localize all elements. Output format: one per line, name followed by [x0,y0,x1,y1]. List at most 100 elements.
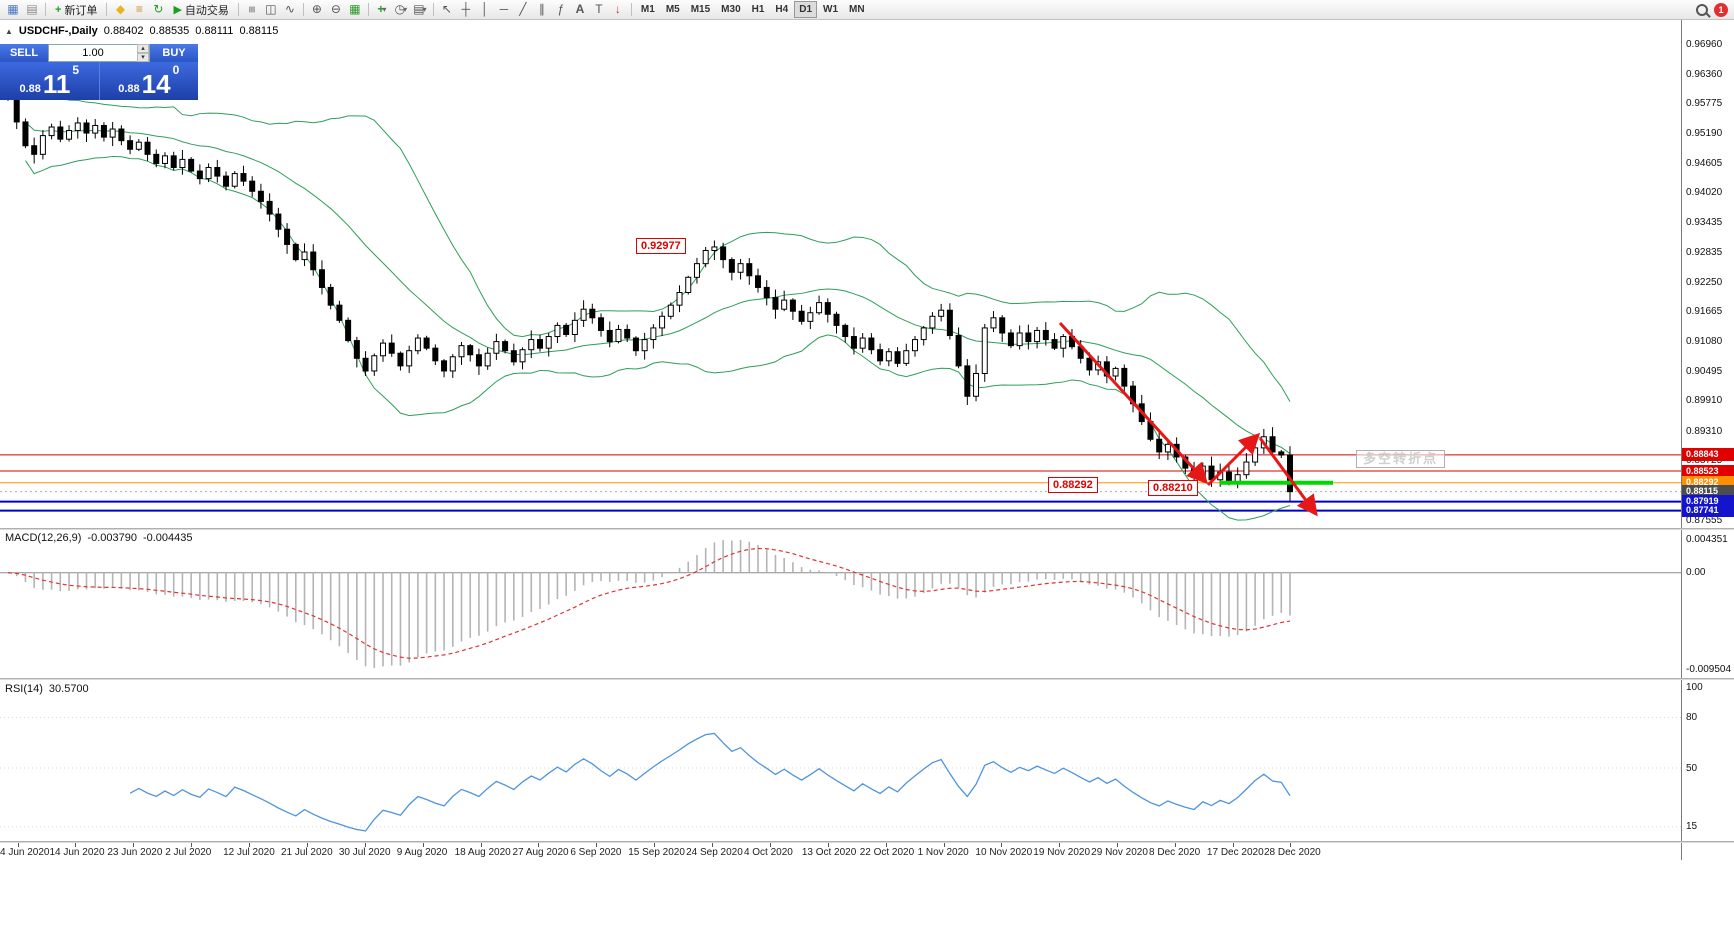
price-axis-label: 0.90495 [1686,365,1723,377]
periods-button[interactable]: ◷ ▾ [394,2,408,16]
rsi-panel[interactable] [0,680,1681,841]
symbol-name: USDCHF-,Daily [18,25,98,37]
toolbar-separator [45,3,46,16]
chart-window-icon[interactable]: ▲ [5,26,13,36]
time-tick [1232,843,1234,847]
time-tick [1290,843,1291,847]
time-tick [712,843,714,847]
buy-button[interactable]: BUY [150,44,198,62]
macd-panel[interactable] [0,530,1681,678]
toolbar-separator [630,3,632,16]
time-tick [1059,843,1061,847]
timeframe-m1[interactable]: M1 [640,4,655,15]
zoom-out-icon[interactable]: ⊖ [330,2,341,16]
horizontal-line-icon[interactable]: ─ [499,2,509,16]
timeframe-m15[interactable]: M15 [690,4,711,15]
timeframe-m5[interactable]: M5 [665,4,680,15]
timeframe-d1[interactable]: D1 [794,1,818,18]
date-label: 30 Jul 2020 [338,847,391,858]
time-tick [75,843,77,847]
timeframe-h1[interactable]: H1 [751,4,765,15]
mql-market-icon[interactable]: ◆ [115,2,126,16]
volume-input[interactable] [49,46,137,60]
date-label: 2 Jul 2020 [165,847,212,858]
trendline-icon[interactable]: ╱ [519,2,527,16]
panel-splitter[interactable] [0,841,1734,843]
sell-price-base: 0.88 [19,83,41,95]
volume-box: ▴ ▾ [48,44,150,62]
crosshair-icon[interactable]: ┼ [461,2,471,16]
auto-trading-button[interactable]: ▶ 自动交易 [168,1,233,18]
new-order-button[interactable]: + 新订单 [50,1,102,18]
timeframe-h4[interactable]: H4 [775,4,789,15]
line-chart-mode-icon[interactable]: ∿ [284,2,295,16]
buy-price[interactable]: 0.88 14 0 [98,62,198,100]
time-tick [538,843,540,847]
time-axis[interactable]: 4 Jun 2020 14 Jun 2020 23 Jun 2020 2 Jul 20… [0,843,1681,859]
low-price-annotation[interactable]: 0.88210 [1148,480,1198,496]
date-label: 4 Oct 2020 [743,847,793,858]
zoom-in-icon[interactable]: ⊕ [311,2,322,16]
macd-signal-value: -0.004435 [142,532,193,544]
toolbar-separator [367,3,369,16]
date-label: 6 Sep 2020 [570,847,622,858]
price-tag: 0.88115 [1682,485,1734,499]
text-icon[interactable]: A [575,2,585,16]
indicators-button[interactable]: + ▾ [377,2,387,16]
fibonacci-icon[interactable]: ƒ [557,2,565,16]
notification-badge[interactable]: 1 [1714,2,1728,17]
price-axis-label: 0.95190 [1686,128,1723,140]
toolbar-separator [302,3,304,16]
tile-windows-icon[interactable]: ▦ [349,2,361,16]
auto-trading-play-icon: ▶ [173,4,182,16]
turning-point-label[interactable]: 多空转折点 [1356,450,1446,468]
price-axis-label: 0.91665 [1686,306,1723,318]
time-tick [827,843,829,847]
candlestick-mode-icon[interactable]: ◫ [265,2,277,16]
panel-splitter[interactable] [0,528,1734,530]
refresh-icon[interactable]: ↻ [153,2,164,16]
low-value: 0.88111 [195,25,234,37]
arrows-icon[interactable]: ↓ [614,2,621,16]
price-axis-label: 15 [1686,821,1698,833]
one-click-trading-panel: SELL ▴ ▾ BUY 0.88 11 5 0.88 14 0 [0,44,198,100]
date-label: 9 Aug 2020 [396,847,448,858]
label-icon[interactable]: T [595,2,603,16]
volume-increase-button[interactable]: ▴ [137,44,149,53]
cursor-icon[interactable]: ↖ [441,2,452,16]
price-axis-label: 0.91080 [1686,336,1723,348]
sell-price[interactable]: 0.88 11 5 [0,62,99,100]
price-axis-label: 0.94020 [1686,187,1723,199]
support-price-annotation[interactable]: 0.88292 [1048,477,1098,493]
new-chart-icon[interactable]: ▦ [7,2,19,16]
channel-icon[interactable]: ∥ [538,2,545,16]
price-axis-label: 0.92835 [1686,247,1723,259]
time-tick [306,843,308,847]
sell-button[interactable]: SELL [0,44,48,62]
templates-button[interactable]: ▤ ▾ [413,2,427,16]
date-label: 29 Nov 2020 [1091,847,1148,858]
history-center-icon[interactable]: ≡ [135,2,143,16]
price-axis[interactable]: 0.96960 0.96360 0.95775 0.95190 0.94605 0.940… [1681,20,1734,860]
time-tick [769,843,771,847]
time-tick [480,843,482,847]
high-value: 0.88535 [149,25,190,37]
panel-splitter[interactable] [0,678,1734,680]
time-tick [364,843,366,847]
timeframe-mn[interactable]: MN [849,4,865,15]
timeframe-w1[interactable]: W1 [823,4,839,15]
buy-price-base: 0.88 [118,83,140,95]
chart-profiles-icon[interactable]: ▤ [26,2,38,16]
date-label: 14 Jun 2020 [49,847,105,858]
bar-chart-mode-icon[interactable]: ≡ [245,5,260,14]
vertical-line-icon[interactable]: │ [481,2,489,16]
chart-ohlc-line: ▲ USDCHF-,Daily 0.88402 0.88535 0.88111 … [5,25,278,37]
price-axis-label: 0.00 [1686,566,1706,578]
main-chart[interactable] [0,20,1681,528]
peak-price-annotation[interactable]: 0.92977 [636,238,686,254]
price-axis-label: 0.94605 [1686,157,1723,169]
search-icon[interactable] [1696,3,1708,16]
timeframe-m30[interactable]: M30 [721,4,741,15]
volume-decrease-button[interactable]: ▾ [137,53,149,62]
